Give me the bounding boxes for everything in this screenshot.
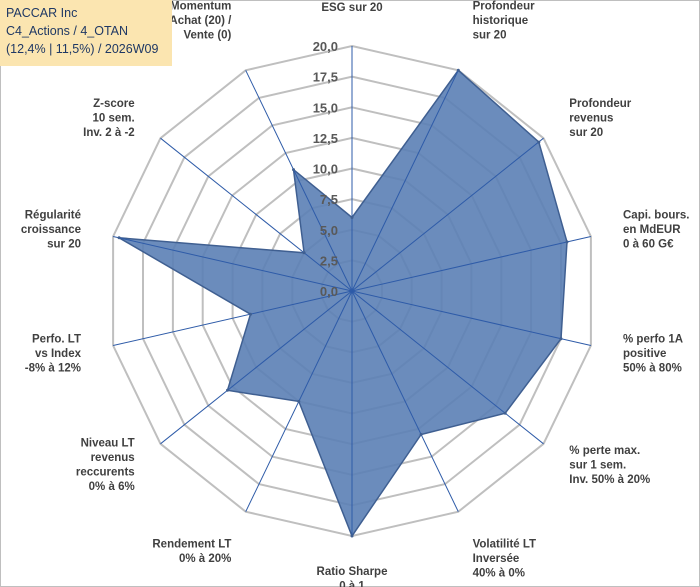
axis-label-line: % perte max. bbox=[569, 445, 640, 457]
radial-tick-label: 15,0 bbox=[313, 100, 338, 115]
data-point bbox=[503, 411, 507, 415]
axis-label-line: Achat (20) / bbox=[169, 15, 232, 27]
axis-label-line: Inversée bbox=[473, 553, 520, 565]
axis-spoke bbox=[112, 290, 353, 346]
axis-label-line: positive bbox=[623, 348, 666, 360]
axis-label: Profondeur revenus sur 20 bbox=[569, 98, 631, 139]
axis-label: Profondeur historique sur 20 bbox=[473, 1, 535, 42]
data-point bbox=[456, 68, 460, 72]
data-point bbox=[117, 236, 121, 240]
axis-label-line: sur 1 sem. bbox=[569, 459, 626, 471]
axis-spoke bbox=[351, 290, 592, 346]
axis-label: Régularité croissance sur 20 bbox=[21, 210, 81, 251]
axis-label-line: 0% à 6% bbox=[89, 481, 135, 493]
data-point bbox=[292, 168, 295, 172]
data-point bbox=[350, 534, 354, 538]
axis-label-line: revenus bbox=[569, 113, 613, 125]
axis-spoke bbox=[112, 236, 353, 292]
axis-label-line: sur 20 bbox=[47, 239, 81, 251]
axis-spoke bbox=[351, 290, 459, 512]
axis-label-line: Capi. bours. bbox=[623, 210, 689, 222]
axis-label-line: Perfo. LT bbox=[32, 333, 81, 345]
axis-label: Rendement LT 0% à 20% bbox=[152, 539, 231, 566]
axis-label-line: 10 sem. bbox=[92, 113, 134, 125]
axis-label-line: revenus bbox=[91, 452, 135, 464]
axis-label-line: Inv. 50% à 20% bbox=[569, 474, 650, 486]
radial-tick-label: 5,0 bbox=[320, 223, 338, 238]
axis-label-line: Inv. 2 à -2 bbox=[83, 127, 135, 139]
axis-label-line: Vente (0) bbox=[183, 30, 231, 42]
axis-label-line: vs Index bbox=[35, 348, 82, 360]
axis-label-line: historique bbox=[473, 15, 529, 27]
axis-label-line: Profondeur bbox=[473, 1, 535, 13]
axis-label-line: 50% à 80% bbox=[623, 362, 682, 374]
axis-label-line: Régularité bbox=[25, 210, 81, 222]
axis-label-line: 0 à 60 G€ bbox=[623, 239, 674, 251]
axis-spoke bbox=[160, 290, 353, 445]
axis-label: Ratio Sharpe 0 à 1 bbox=[317, 566, 388, 587]
axis-spoke bbox=[351, 236, 592, 292]
radial-tick-label: 0,0 bbox=[320, 284, 338, 299]
data-point bbox=[350, 216, 354, 219]
axis-label: Volatilité LT Inversée 40% à 0% bbox=[473, 539, 536, 580]
axis-label-line: 0 à 1 bbox=[339, 581, 365, 587]
data-point bbox=[302, 251, 306, 255]
axis-label-line: -8% à 12% bbox=[25, 362, 81, 374]
axis-spoke bbox=[245, 70, 353, 292]
axis-label-line: Z-score bbox=[93, 98, 135, 110]
axis-label: NoteESG sur 20 bbox=[321, 0, 382, 14]
data-point bbox=[565, 240, 569, 244]
axis-label-line: 40% à 0% bbox=[473, 568, 525, 580]
axis-label-line: ESG sur 20 bbox=[321, 2, 382, 14]
axis-label: % perte max. sur 1 sem. Inv. 50% à 20% bbox=[569, 445, 650, 486]
axis-label-line: % perfo 1A bbox=[623, 333, 683, 345]
title-line-category: C4_Actions / 4_OTAN bbox=[6, 24, 129, 38]
axis-label-line: Rendement LT bbox=[152, 539, 231, 551]
axis-label-line: en MdEUR bbox=[623, 224, 681, 236]
axis-spoke bbox=[351, 137, 544, 292]
data-point bbox=[537, 140, 541, 144]
radial-tick-label: 12,5 bbox=[313, 131, 338, 146]
radial-tick-label: 7,5 bbox=[320, 192, 338, 207]
axis-label: Z-score 10 sem. Inv. 2 à -2 bbox=[83, 98, 135, 139]
axis-label: % perfo 1A positive 50% à 80% bbox=[623, 333, 683, 374]
axis-label-line: Profondeur bbox=[569, 98, 631, 110]
axis-label: Capi. bours. en MdEUR 0 à 60 G€ bbox=[623, 210, 689, 251]
title-box: PACCAR Inc C4_Actions / 4_OTAN (12,4% | … bbox=[0, 0, 172, 66]
axis-spoke bbox=[351, 70, 459, 292]
axis-label-line: Momentum bbox=[170, 1, 231, 13]
axis-label-line: sur 20 bbox=[473, 30, 507, 42]
axis-label-line: Ratio Sharpe bbox=[317, 566, 388, 578]
axis-label-line: Niveau LT bbox=[81, 438, 135, 450]
radial-tick-label: 2,5 bbox=[320, 253, 338, 268]
title-line-period: (12,4% | 11,5%) / 2026W09 bbox=[6, 42, 159, 56]
data-point bbox=[559, 337, 563, 341]
axis-label-line: sur 20 bbox=[569, 127, 603, 139]
axis-label: Perfo. LT vs Index -8% à 12% bbox=[25, 333, 82, 374]
radial-tick-label: 10,0 bbox=[313, 162, 338, 177]
data-point bbox=[297, 399, 301, 403]
axis-label-line: Volatilité LT bbox=[473, 539, 536, 551]
axis-label-line: 0% à 20% bbox=[179, 553, 231, 565]
axis-label: Niveau LT revenus reccurents 0% à 6% bbox=[76, 438, 135, 494]
title-line-company: PACCAR Inc bbox=[6, 6, 78, 20]
data-point bbox=[226, 388, 229, 392]
axis-spoke bbox=[351, 290, 544, 445]
radial-tick-label: 17,5 bbox=[313, 70, 338, 85]
axis-label-line: reccurents bbox=[76, 467, 135, 479]
axis-label: Momentum Achat (20) / Vente (0) bbox=[169, 1, 232, 42]
axis-label-line: croissance bbox=[21, 224, 81, 236]
data-point bbox=[249, 312, 252, 316]
axis-spoke bbox=[160, 137, 353, 292]
data-point bbox=[419, 433, 423, 436]
radial-tick-label: 20,0 bbox=[313, 39, 338, 54]
